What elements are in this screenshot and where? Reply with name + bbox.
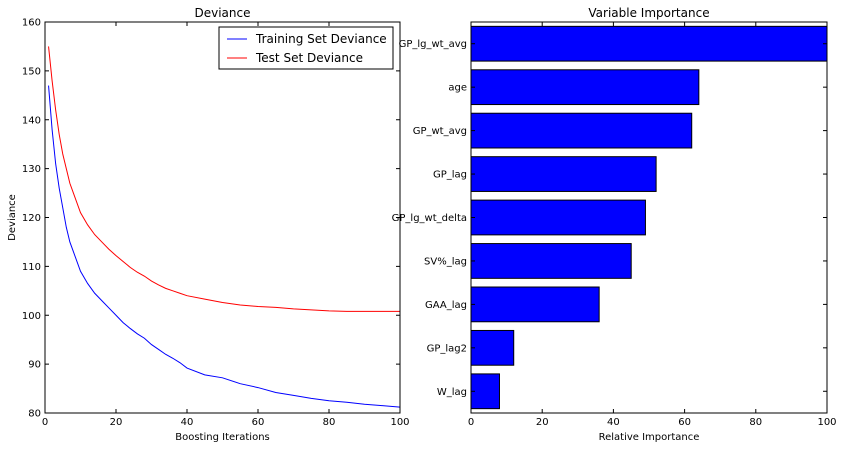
importance-bar bbox=[470, 112, 693, 149]
importance-bar bbox=[470, 69, 700, 106]
deviance-x-axis-label: Boosting Iterations bbox=[175, 432, 270, 443]
legend-label-training: Training Set Deviance bbox=[255, 32, 387, 46]
deviance-y-tick-label: 160 bbox=[22, 18, 41, 29]
importance-bar bbox=[470, 373, 500, 410]
deviance-y-tick-label: 120 bbox=[22, 213, 41, 224]
deviance-x-ticks: 0 20 40 60 80 100 bbox=[42, 22, 410, 428]
deviance-x-tick-label: 20 bbox=[110, 417, 123, 428]
training-deviance-line bbox=[48, 85, 401, 408]
importance-category-label: GAA_lag bbox=[425, 300, 467, 311]
importance-bar bbox=[470, 199, 646, 236]
deviance-x-tick-label: 0 bbox=[42, 417, 48, 428]
importance-category-label: GP_wt_avg bbox=[413, 126, 467, 137]
deviance-legend: Training Set Deviance Test Set Deviance bbox=[218, 26, 394, 70]
test-deviance-line bbox=[48, 46, 400, 312]
deviance-y-tick-label: 150 bbox=[22, 66, 41, 77]
importance-category-label: age bbox=[448, 83, 467, 94]
importance-x-tick-label: 80 bbox=[749, 417, 762, 428]
deviance-y-tick-label: 80 bbox=[28, 409, 41, 420]
importance-bars bbox=[470, 25, 828, 410]
importance-x-axis-label: Relative Importance bbox=[599, 432, 700, 443]
importance-category-label: GP_lag2 bbox=[427, 343, 467, 354]
deviance-y-ticks: 80 90 100 110 120 130 140 150 160 bbox=[22, 18, 400, 420]
importance-x-tick-label: 100 bbox=[817, 417, 836, 428]
deviance-y-tick-label: 100 bbox=[22, 311, 41, 322]
variable-importance-chart: Variable Importance 0 20 40 60 80 100 GP_lg_w… bbox=[392, 6, 837, 443]
importance-bar bbox=[470, 286, 600, 323]
importance-category-label: GP_lg_wt_delta bbox=[392, 213, 467, 224]
importance-bar bbox=[470, 243, 632, 279]
deviance-chart-title: Deviance bbox=[195, 6, 251, 20]
deviance-axes-frame bbox=[44, 21, 401, 414]
deviance-y-tick-label: 130 bbox=[22, 164, 41, 175]
importance-chart-title: Variable Importance bbox=[588, 6, 709, 20]
importance-category-label: GP_lag bbox=[433, 170, 467, 181]
importance-axes-frame bbox=[470, 21, 828, 414]
deviance-x-tick-label: 80 bbox=[323, 417, 336, 428]
deviance-x-tick-label: 40 bbox=[181, 417, 194, 428]
importance-category-label: W_lag bbox=[437, 387, 467, 398]
importance-x-tick-label: 20 bbox=[536, 417, 549, 428]
importance-bar bbox=[470, 156, 657, 192]
deviance-x-tick-label: 100 bbox=[390, 417, 409, 428]
deviance-plot-area bbox=[48, 46, 401, 408]
importance-category-label: SV%_lag bbox=[424, 256, 467, 267]
importance-x-tick-label: 60 bbox=[678, 417, 691, 428]
deviance-y-tick-label: 110 bbox=[22, 262, 41, 273]
deviance-y-tick-label: 140 bbox=[22, 115, 41, 126]
importance-x-tick-label: 40 bbox=[607, 417, 620, 428]
importance-x-tick-label: 0 bbox=[468, 417, 474, 428]
legend-label-test: Test Set Deviance bbox=[255, 51, 363, 65]
importance-bar bbox=[470, 25, 828, 62]
importance-category-label: GP_lg_wt_avg bbox=[399, 39, 467, 50]
importance-bar bbox=[470, 329, 515, 366]
legend-box bbox=[218, 26, 394, 70]
deviance-y-axis-label: Deviance bbox=[7, 194, 18, 241]
deviance-x-tick-label: 60 bbox=[252, 417, 265, 428]
deviance-y-tick-label: 90 bbox=[28, 360, 41, 371]
deviance-chart: Deviance 0 20 40 60 80 100 80 90 100 110 120 130 14… bbox=[7, 6, 410, 443]
